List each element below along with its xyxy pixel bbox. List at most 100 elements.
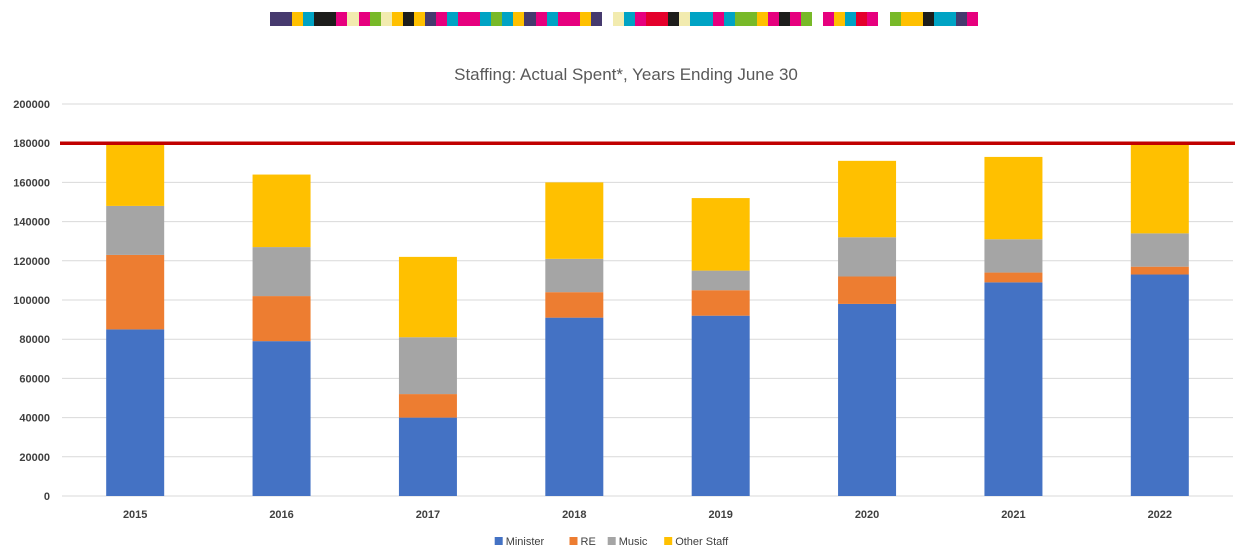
chart-title: Staffing: Actual Spent*, Years Ending Ju… — [454, 65, 798, 84]
legend-label: RE — [581, 536, 596, 548]
strip-segment — [292, 12, 304, 26]
strip-segment — [469, 12, 481, 26]
bar-segment — [838, 303, 897, 496]
strip-segment — [845, 12, 857, 26]
y-tick-label: 40000 — [19, 413, 50, 425]
bar-segment — [691, 198, 750, 271]
strip-segment — [834, 12, 846, 26]
legend-label: Minister — [506, 536, 545, 548]
strip-segment — [270, 12, 282, 26]
strip-segment — [579, 12, 591, 26]
strip-segment — [458, 12, 470, 26]
strip-segment — [657, 12, 669, 26]
x-tick-label: 2022 — [1148, 509, 1172, 521]
strip-segment — [612, 12, 624, 26]
strip-segment — [734, 12, 746, 26]
strip-segment — [314, 12, 326, 26]
legend-label: Other Staff — [675, 536, 729, 548]
x-tick-label: 2015 — [123, 509, 147, 521]
strip-segment — [789, 12, 801, 26]
strip-segment — [424, 12, 436, 26]
legend-item: Other Staff — [664, 536, 729, 548]
x-tick-label: 2019 — [708, 509, 732, 521]
y-axis-tick-labels: 0 20000 40000 60000 80000 100000 120000 140000 1… — [13, 99, 50, 503]
x-axis-tick-labels: 2015 2016 2017 2018 2019 2020 2021 2022 — [123, 509, 1172, 521]
strip-segment — [391, 12, 403, 26]
bar-segment — [984, 272, 1043, 283]
x-tick-label: 2017 — [416, 509, 440, 521]
strip-segment — [524, 12, 536, 26]
bar-segment — [984, 239, 1043, 273]
bar-segment — [252, 341, 311, 496]
bar-segment — [1130, 233, 1189, 267]
strip-segment — [878, 12, 890, 26]
legend-swatch — [664, 537, 673, 545]
bar-segment — [838, 237, 897, 277]
strip-segment — [933, 12, 945, 26]
strip-segment — [624, 12, 636, 26]
bar-segment — [838, 160, 897, 238]
strip-segment — [646, 12, 658, 26]
strip-segment — [380, 12, 392, 26]
strip-segment — [767, 12, 779, 26]
gridlines — [62, 103, 1233, 497]
legend: Minister RE Music Other Staff — [494, 536, 729, 548]
strip-segment — [447, 12, 459, 26]
strip-segment — [635, 12, 647, 26]
strip-segment — [491, 12, 503, 26]
strip-segment — [856, 12, 868, 26]
bar-segment — [1130, 274, 1189, 496]
bar-segment — [545, 292, 604, 318]
strip-segment — [347, 12, 359, 26]
strip-segment — [601, 12, 613, 26]
strip-segment — [668, 12, 680, 26]
bar-segment — [252, 247, 311, 297]
y-tick-label: 180000 — [13, 138, 50, 150]
strip-segment — [480, 12, 492, 26]
x-tick-label: 2018 — [562, 509, 586, 521]
strip-segment — [701, 12, 713, 26]
legend-item: Music — [607, 536, 648, 548]
strip-segment — [745, 12, 757, 26]
strip-segment — [944, 12, 956, 26]
strip-segment — [911, 12, 923, 26]
strip-segment — [823, 12, 835, 26]
bar-segment — [106, 329, 165, 496]
strip-segment — [955, 12, 967, 26]
legend-swatch — [607, 537, 616, 545]
bar-segment — [545, 258, 604, 293]
y-tick-label: 200000 — [13, 99, 50, 111]
strip-segment — [778, 12, 790, 26]
strip-segment — [557, 12, 569, 26]
y-tick-label: 60000 — [19, 373, 50, 385]
strip-segment — [546, 12, 558, 26]
y-tick-label: 120000 — [13, 256, 50, 268]
y-tick-label: 140000 — [13, 217, 50, 229]
x-tick-label: 2016 — [269, 509, 293, 521]
bar-segment — [1130, 266, 1189, 275]
y-tick-label: 0 — [44, 491, 50, 503]
y-tick-label: 160000 — [13, 177, 50, 189]
strip-segment — [801, 12, 813, 26]
strip-segment — [712, 12, 724, 26]
legend-swatch — [494, 537, 503, 545]
strip-segment — [336, 12, 348, 26]
x-tick-label: 2020 — [855, 509, 879, 521]
strip-segment — [513, 12, 525, 26]
bar-segment — [984, 156, 1043, 240]
strip-segment — [867, 12, 879, 26]
strip-segment — [369, 12, 381, 26]
bar-segment — [838, 276, 897, 304]
legend-item: RE — [569, 536, 596, 548]
strip-segment — [900, 12, 912, 26]
bars — [106, 143, 1189, 496]
y-tick-label: 80000 — [19, 334, 50, 346]
strip-segment — [922, 12, 934, 26]
strip-segment — [966, 12, 978, 26]
strip-segment — [435, 12, 447, 26]
bar-segment — [398, 394, 457, 418]
strip-segment — [723, 12, 735, 26]
bar-segment — [398, 417, 457, 496]
bar-segment — [984, 282, 1043, 496]
